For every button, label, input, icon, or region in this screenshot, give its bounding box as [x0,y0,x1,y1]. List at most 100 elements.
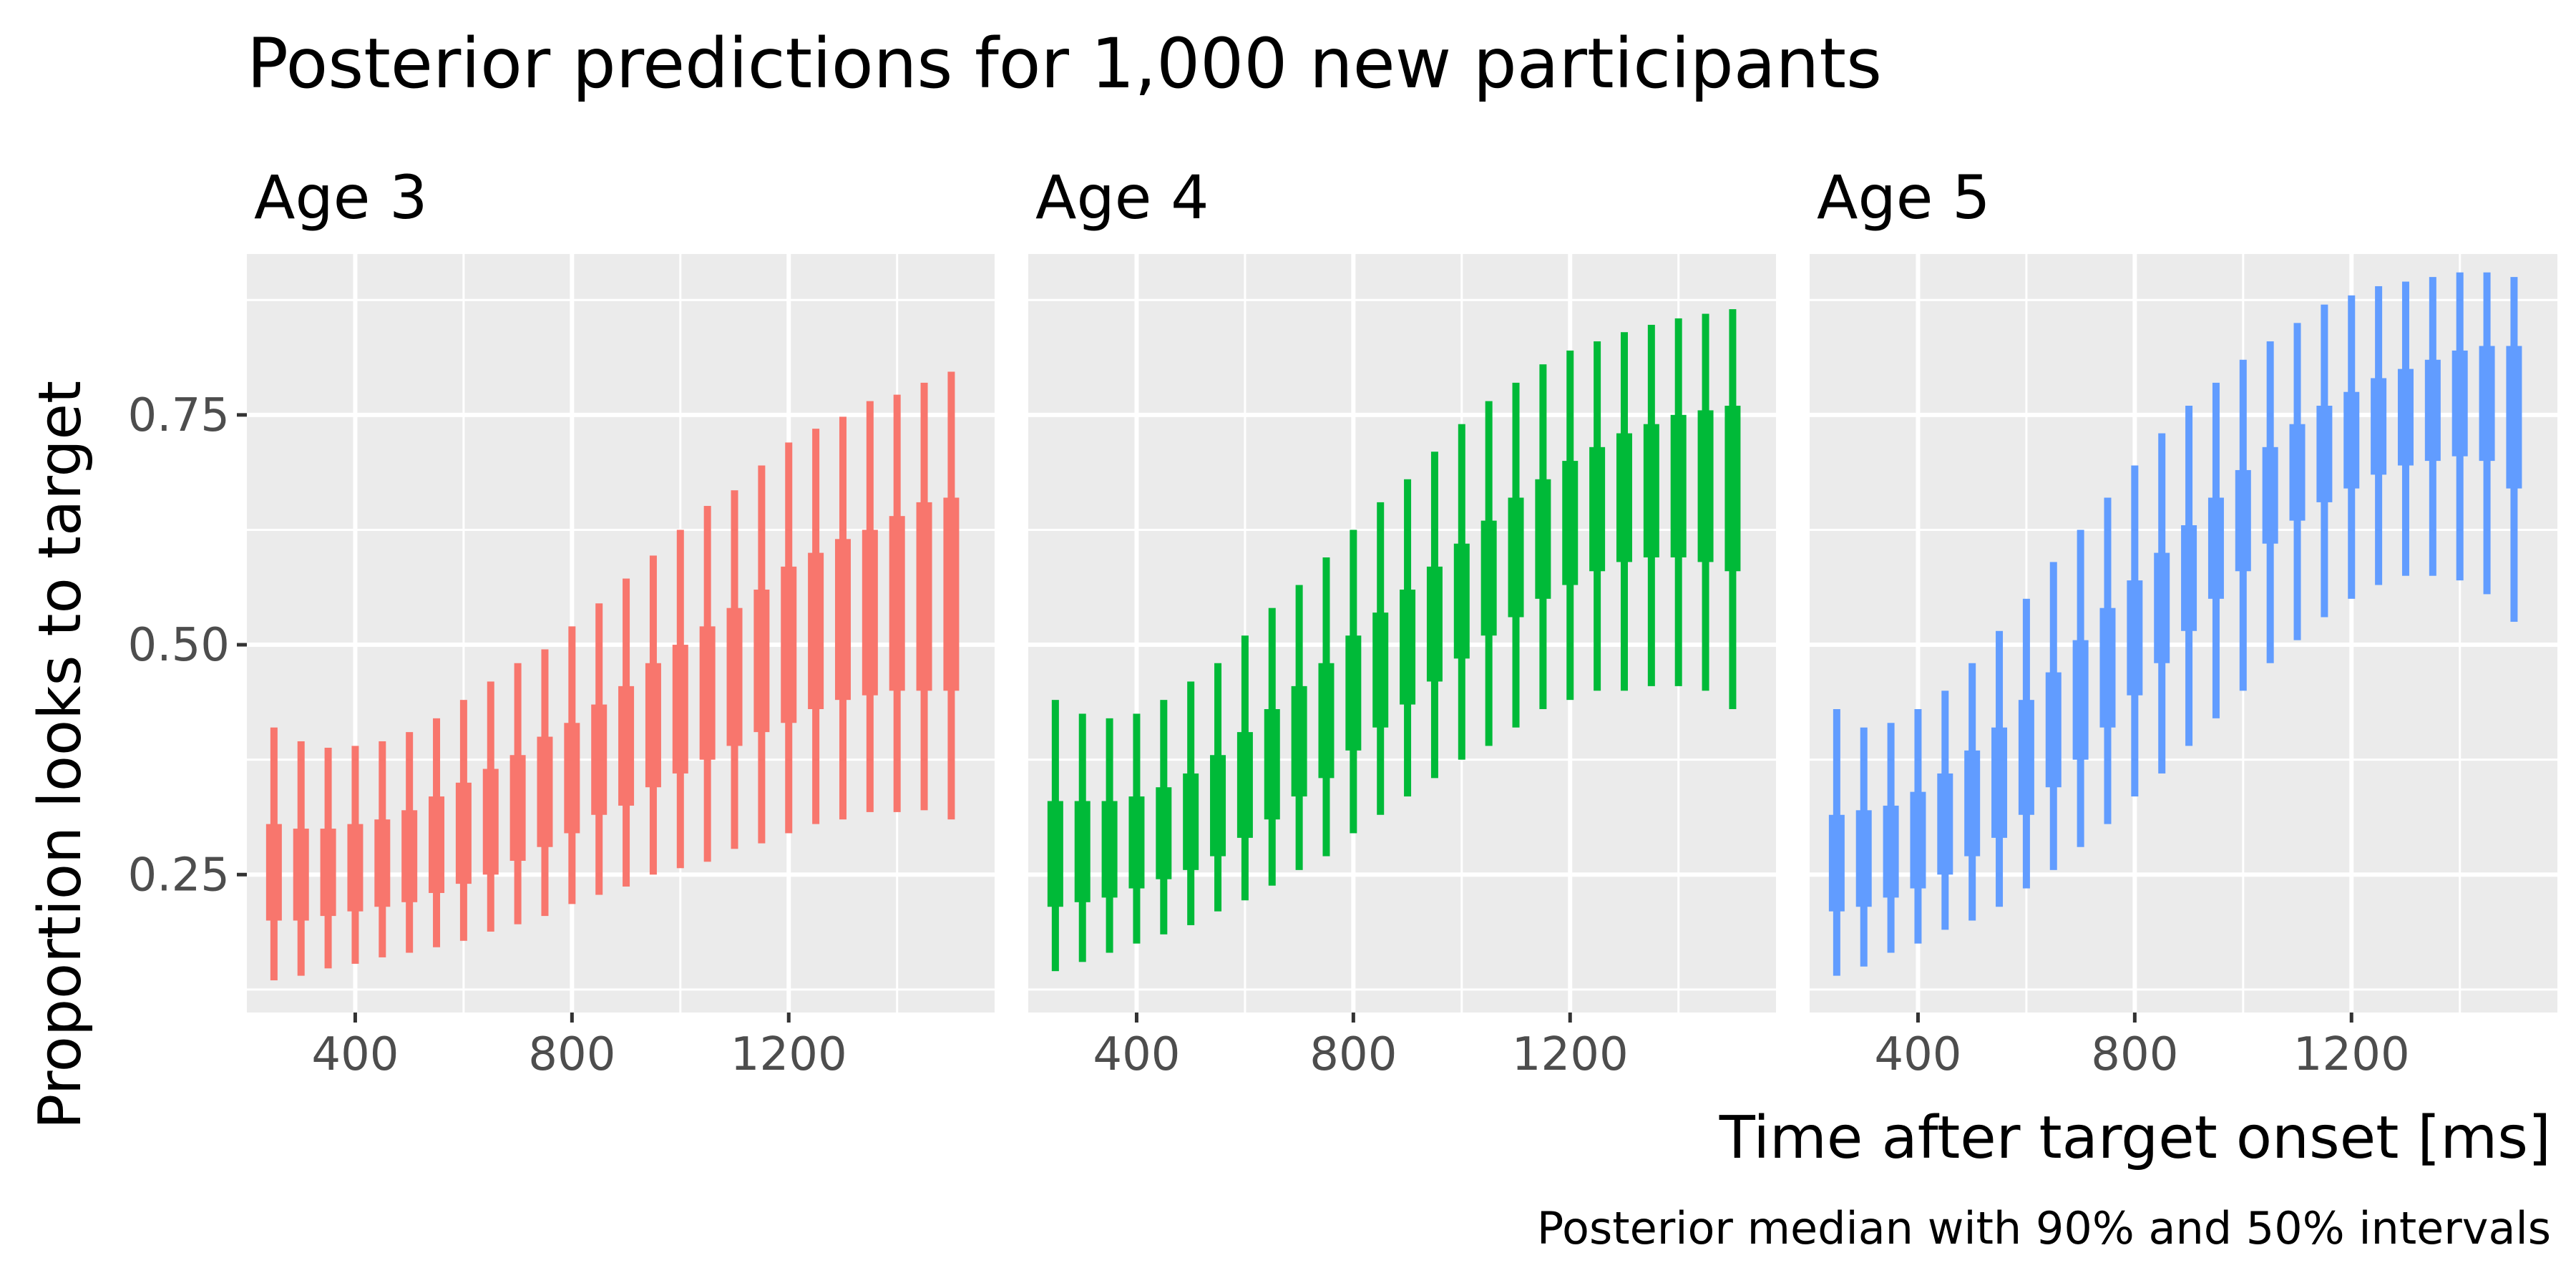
interval-50 [374,819,391,907]
interval-50 [862,530,878,696]
interval-50 [916,502,932,691]
interval-50 [645,663,661,788]
interval-50 [2316,406,2333,502]
interval-50 [1910,791,1926,889]
interval-50 [455,782,472,884]
panel: Age 5 400 800 1200 [1810,162,2557,1081]
interval-50 [618,686,635,806]
panel: Age 4 400 800 1200 [1028,162,1776,1081]
interval-50 [2207,497,2224,599]
interval-50 [2099,608,2116,728]
interval-50 [429,796,445,893]
interval-50 [808,552,824,709]
interval-50 [2127,580,2143,696]
interval-50 [889,516,905,691]
x-tick-label: 400 [1874,1028,1961,1081]
interval-50 [699,626,716,760]
interval-50 [1400,589,1416,705]
interval-50 [1210,755,1226,857]
interval-50 [2181,525,2197,631]
interval-50 [2424,359,2441,462]
x-tick-label: 800 [528,1028,615,1081]
interval-50 [2451,350,2468,457]
y-tick-label: 0.50 [128,619,230,672]
interval-50 [672,645,688,774]
interval-50 [1964,750,1981,857]
x-axis-label: Time after target onset [ms] [1719,1104,2551,1172]
interval-50 [2045,672,2062,788]
interval-50 [2154,552,2170,663]
interval-50 [2343,391,2360,489]
interval-50 [1318,663,1335,779]
interval-50 [1264,709,1280,820]
interval-50 [265,824,282,921]
interval-50 [1616,433,1632,562]
y-axis-label: Proportion looks to target [26,381,94,1129]
interval-50 [1047,801,1063,907]
interval-50 [943,497,960,691]
interval-50 [1883,805,1899,898]
interval-50 [1643,424,1659,557]
interval-50 [2397,369,2414,466]
facet-label: Age 4 [1035,162,1209,233]
interval-50 [1128,796,1145,889]
interval-50 [509,755,526,861]
interval-50 [1074,801,1091,902]
facet-label: Age 5 [1817,162,1991,233]
interval-50 [753,589,770,733]
interval-50 [1562,461,1579,585]
interval-50 [401,810,418,902]
interval-50 [2018,700,2034,815]
interval-50 [2479,346,2495,462]
x-tick-label: 1200 [1512,1028,1629,1081]
interval-50 [1345,635,1362,751]
interval-50 [320,829,336,917]
y-tick-label: 0.25 [128,849,230,902]
interval-50 [1453,543,1470,659]
x-tick-label: 800 [1309,1028,1397,1081]
interval-50 [293,829,309,921]
interval-50 [2072,640,2089,760]
y-tick-label: 0.75 [128,389,230,442]
interval-50 [1535,479,1551,599]
interval-50 [1724,406,1741,572]
interval-50 [1236,732,1253,838]
interval-50 [482,769,499,875]
interval-50 [1855,810,1872,907]
interval-50 [2235,469,2251,572]
interval-50 [1101,801,1118,898]
interval-50 [1991,727,2008,838]
interval-50 [1183,773,1199,870]
interval-50 [1291,686,1307,797]
interval-50 [834,539,851,701]
chart-title: Posterior predictions for 1,000 new part… [247,24,1882,104]
caption: Posterior median with 90% and 50% interv… [1537,1202,2551,1254]
interval-50 [1372,613,1389,728]
interval-50 [781,566,797,723]
interval-50 [2289,424,2306,521]
x-tick-label: 1200 [2293,1028,2410,1081]
interval-50 [537,736,553,847]
x-tick-label: 400 [311,1028,399,1081]
interval-50 [1426,566,1443,682]
x-tick-label: 400 [1093,1028,1180,1081]
facet-label: Age 3 [254,162,428,233]
panel-background [1810,254,2557,1013]
interval-50 [1828,814,1845,912]
interval-50 [2506,346,2522,489]
interval-50 [1670,414,1687,557]
x-tick-label: 800 [2091,1028,2178,1081]
interval-50 [1589,447,1606,572]
interval-50 [1937,773,1953,875]
interval-50 [1156,787,1172,879]
interval-50 [2371,378,2387,475]
interval-50 [1480,520,1497,636]
panels: Age 3 400 800 1200 0.25 0.50 0.75 Age 4 400 800 12… [128,162,2557,1081]
interval-50 [591,704,608,815]
interval-50 [347,824,364,912]
interval-50 [1508,497,1524,618]
interval-50 [726,608,743,746]
interval-50 [2262,447,2278,544]
interval-50 [1697,410,1714,562]
